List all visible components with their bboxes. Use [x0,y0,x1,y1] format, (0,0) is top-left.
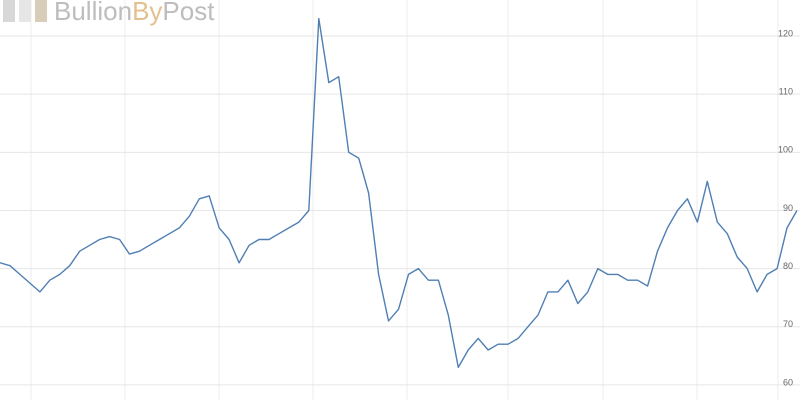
y-tick-label: 110 [779,87,793,97]
y-tick-label: 100 [778,145,793,155]
logo-part: By [132,0,162,26]
line [0,17,798,369]
y-tick-label: 60 [783,377,793,387]
logo-text: BullionByPost [54,0,215,26]
x-grid [30,0,779,400]
logo-part: Post [162,0,215,26]
logo-bar [35,0,47,22]
logo: BullionByPost [3,0,215,26]
y-tick-label: 90 [783,203,793,213]
logo-bar [19,0,31,22]
y-tick-label: 70 [783,319,793,329]
y-tick-label: 120 [778,28,793,38]
logo-bar [3,0,15,22]
y-tick-label: 80 [783,261,793,271]
logo-part: Bullion [54,0,132,26]
